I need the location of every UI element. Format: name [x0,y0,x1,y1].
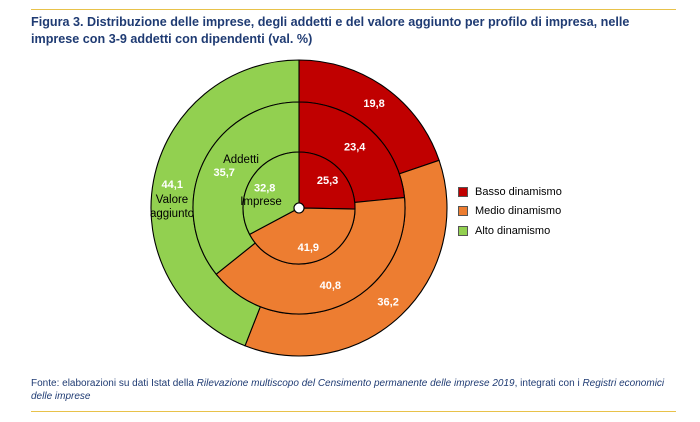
value-label-imprese-basso: 25,3 [317,175,338,187]
legend-label-alto: Alto dinamismo [475,224,551,237]
donut-center-hole [293,202,305,214]
top-rule [31,9,676,10]
legend-item-medio: Medio dinamismo [458,202,562,222]
source-registers: Registri economici delle imprese [31,378,665,402]
ring-label-imprese: Imprese [240,196,282,208]
value-label-addetti-medio: 40,8 [320,280,341,292]
legend-item-alto: Alto dinamismo [458,221,562,241]
legend-swatch-alto [458,225,468,236]
legend-label-basso: Basso dinamismo [475,185,562,198]
legend-swatch-basso [458,186,468,197]
legend-label-medio: Medio dinamismo [475,205,562,218]
value-label-valore-aggiunto-medio: 36,2 [377,296,398,308]
value-label-addetti-alto: 35,7 [213,167,234,179]
figure-title: Figura 3. Distribuzione delle imprese, d… [31,15,630,46]
bottom-rule [31,411,676,412]
value-label-valore-aggiunto-basso: 19,8 [363,98,384,110]
value-label-addetti-basso: 23,4 [344,141,366,153]
source-middle: , integrati con i [514,378,583,389]
value-label-valore-aggiunto-alto: 44,1 [162,179,183,191]
source-survey: Rilevazione multiscopo del Censimento pe… [196,378,515,389]
value-label-imprese-medio: 41,9 [298,242,319,254]
legend-item-basso: Basso dinamismo [458,182,562,202]
chart-legend: Basso dinamismo Medio dinamismo Alto din… [458,182,562,241]
ring-label-valore-aggiunto: Valore aggiunto [150,194,194,220]
source-prefix: Fonte: elaborazioni su dati Istat della [31,378,197,389]
ring-label-addetti: Addetti [223,154,259,166]
source-note: Fonte: elaborazioni su dati Istat della … [31,377,671,403]
legend-swatch-medio [458,206,468,217]
value-label-imprese-alto: 32,8 [254,182,275,194]
